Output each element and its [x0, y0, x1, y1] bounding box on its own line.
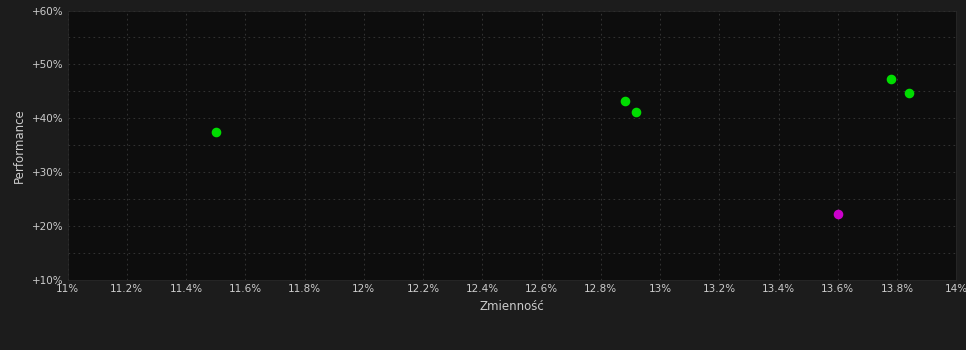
Point: [629, 110, 644, 115]
Point: [901, 90, 917, 96]
Point: [830, 211, 845, 217]
Point: [208, 129, 223, 135]
Point: [884, 77, 899, 82]
Y-axis label: Performance: Performance: [14, 108, 26, 183]
X-axis label: Zmienność: Zmienność: [479, 300, 545, 313]
Point: [617, 98, 633, 104]
